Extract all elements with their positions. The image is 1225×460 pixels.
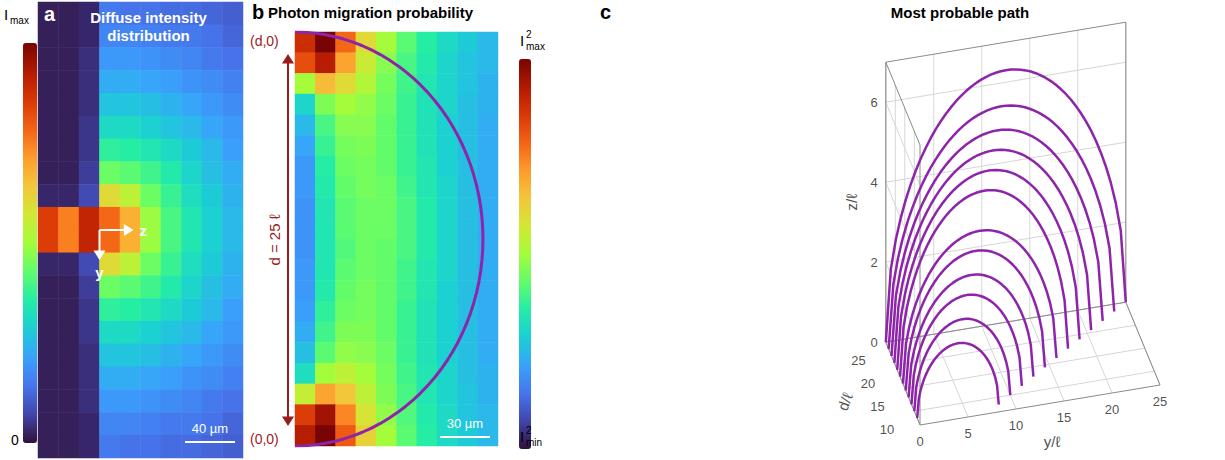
svg-text:5: 5 [964,426,971,441]
svg-text:max: max [526,41,545,52]
svg-text:Photon migration probability: Photon migration probability [268,4,474,21]
svg-text:15: 15 [1057,410,1071,425]
svg-text:y/ℓ: y/ℓ [1044,433,1061,450]
svg-text:a: a [44,3,56,25]
svg-text:b: b [252,1,264,23]
svg-text:z: z [140,222,148,239]
svg-text:d = 25 ℓ: d = 25 ℓ [266,214,283,265]
svg-text:0: 0 [11,432,19,448]
svg-text:Most probable path: Most probable path [891,4,1029,21]
svg-text:I: I [520,32,524,49]
svg-text:(d,0): (d,0) [250,33,279,49]
svg-text:min: min [526,437,542,448]
svg-text:0: 0 [916,434,923,449]
svg-text:10: 10 [1009,418,1023,433]
svg-text:10: 10 [880,422,894,437]
svg-text:distribution: distribution [107,27,190,44]
svg-text:0: 0 [871,335,878,350]
svg-text:(0,0): (0,0) [250,431,279,447]
svg-text:z/ℓ: z/ℓ [843,194,860,211]
svg-text:6: 6 [871,95,878,110]
svg-text:40 µm: 40 µm [192,421,228,436]
svg-text:30 µm: 30 µm [447,416,483,431]
svg-text:20: 20 [861,376,875,391]
svg-text:20: 20 [1105,402,1119,417]
svg-text:2: 2 [871,255,878,270]
svg-text:c: c [600,1,611,23]
svg-text:25: 25 [1153,394,1167,409]
svg-text:4: 4 [871,175,878,190]
svg-text:15: 15 [870,399,884,414]
svg-text:max: max [10,15,29,26]
svg-text:2: 2 [526,425,532,436]
svg-text:d/ℓ: d/ℓ [834,390,856,412]
svg-text:2: 2 [526,29,532,40]
svg-text:y: y [95,264,104,281]
svg-text:25: 25 [851,353,865,368]
svg-text:I: I [4,6,8,23]
svg-text:Diffuse intensity: Diffuse intensity [90,9,207,26]
svg-text:I: I [520,428,524,445]
